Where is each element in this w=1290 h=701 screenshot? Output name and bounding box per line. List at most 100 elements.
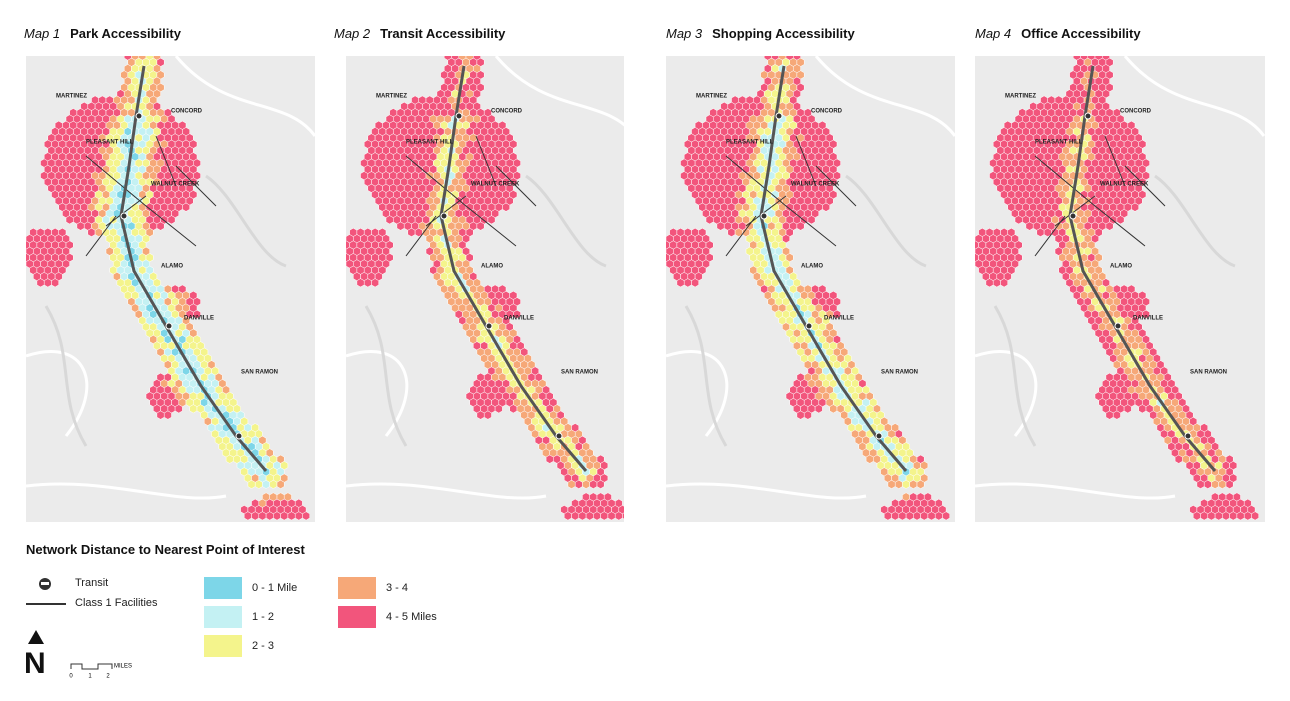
hex-cell [807, 215, 816, 225]
poi-icon [1069, 212, 1077, 220]
hex-cell [934, 511, 943, 521]
hex-cell [796, 221, 805, 231]
hex-cell [1214, 511, 1223, 521]
place-label: SAN RAMON [561, 370, 598, 376]
hex-cell [898, 511, 907, 521]
map-number: Map 3 [666, 26, 703, 41]
road [1154, 174, 1236, 268]
hex-cell [371, 278, 379, 288]
hex-cell [1036, 227, 1045, 237]
hex-cell [891, 511, 900, 521]
hex-cell [833, 309, 841, 319]
transit-icon-bar [41, 582, 49, 585]
hex-cell [916, 479, 925, 489]
poi-icon [1184, 432, 1192, 440]
map: MARTINEZ CONCORD PLEASANT HILL WALNUT CREEK… [666, 56, 955, 522]
hex-cell [567, 479, 576, 489]
hex-cell [262, 479, 270, 489]
hex-cell [1000, 278, 1008, 288]
scale-tick: 0 [69, 674, 73, 680]
class1-facility [155, 135, 177, 187]
hex-cell [593, 511, 601, 521]
place-label: MARTINEZ [1005, 94, 1036, 100]
hex-cell [887, 479, 896, 489]
hex-cell [578, 511, 587, 521]
hex-cell [822, 202, 830, 212]
map-title: Map 1 Park Accessibility [24, 26, 181, 41]
place-label: WALNUT CREEK [1100, 182, 1149, 188]
road [975, 482, 1176, 500]
road [845, 174, 927, 268]
freeway [119, 65, 268, 472]
hex-cell [607, 511, 616, 521]
hex-cell [1131, 202, 1139, 212]
hex-cell [585, 511, 594, 521]
hex-cell [913, 511, 921, 521]
hex-cell [1200, 511, 1209, 521]
class1-facility [1034, 155, 1146, 247]
hex-cell [76, 221, 85, 231]
road [975, 350, 1038, 437]
hex-cell [589, 479, 598, 489]
hex-cell [487, 215, 496, 225]
poi-icon [485, 322, 493, 330]
hex-cell [251, 511, 260, 521]
legend-icons [26, 578, 66, 644]
class1-facility [495, 165, 537, 207]
class1-facility [815, 165, 857, 207]
class1-facility [1104, 135, 1126, 187]
freeway [759, 65, 908, 472]
hex-cell [225, 454, 234, 464]
hex-cell [905, 511, 914, 521]
hex-cell [1203, 479, 1212, 489]
place-label: SAN RAMON [1190, 370, 1227, 376]
road [814, 56, 955, 137]
place-label: ALAMO [1110, 264, 1132, 270]
hex-cell [1222, 511, 1230, 521]
hex-cell [920, 511, 929, 521]
legend-swatch [204, 635, 242, 657]
poi-icon [455, 112, 463, 120]
poi-icon [235, 432, 243, 440]
hex-cell [1014, 215, 1023, 225]
poi-icon [875, 432, 883, 440]
legend-swatch [204, 606, 242, 628]
hex-cell [258, 511, 267, 521]
hex-cell [622, 512, 624, 520]
hex-cell [716, 221, 725, 231]
map-number: Map 1 [24, 26, 61, 41]
hex-cell [1225, 479, 1234, 489]
road [205, 174, 287, 268]
road [684, 305, 728, 447]
legend-label: 4 - 5 Miles [386, 611, 437, 623]
road [26, 350, 89, 437]
legend-swatch [338, 606, 376, 628]
place-label: CONCORD [171, 109, 203, 115]
legend-label: 1 - 2 [252, 611, 275, 623]
hex-cell [727, 227, 736, 237]
hex-cell [280, 511, 289, 521]
road [26, 482, 227, 500]
hex-cell [87, 227, 96, 237]
place-label: PLEASANT HILL [1035, 140, 1083, 146]
scale-line [70, 663, 113, 670]
hex-cell [582, 479, 590, 489]
place-label: WALNUT CREEK [471, 182, 520, 188]
hex-cell [43, 278, 52, 288]
hex-cell [1207, 511, 1216, 521]
hex-cell [1192, 511, 1201, 521]
hex-cell [167, 215, 176, 225]
hex-cell [1105, 221, 1114, 231]
place-label: SAN RAMON [241, 370, 278, 376]
place-label: MARTINEZ [376, 94, 407, 100]
road [666, 350, 729, 437]
legend-swatch [338, 577, 376, 599]
hex-cell [174, 404, 183, 414]
hex-cell [156, 410, 165, 420]
map-title: Map 2 Transit Accessibility [334, 26, 505, 41]
freeway [1068, 65, 1217, 472]
class1-facility [405, 155, 517, 247]
place-label: DANVILLE [184, 316, 214, 322]
hex-cell [942, 511, 950, 521]
hex-cell [596, 479, 605, 489]
